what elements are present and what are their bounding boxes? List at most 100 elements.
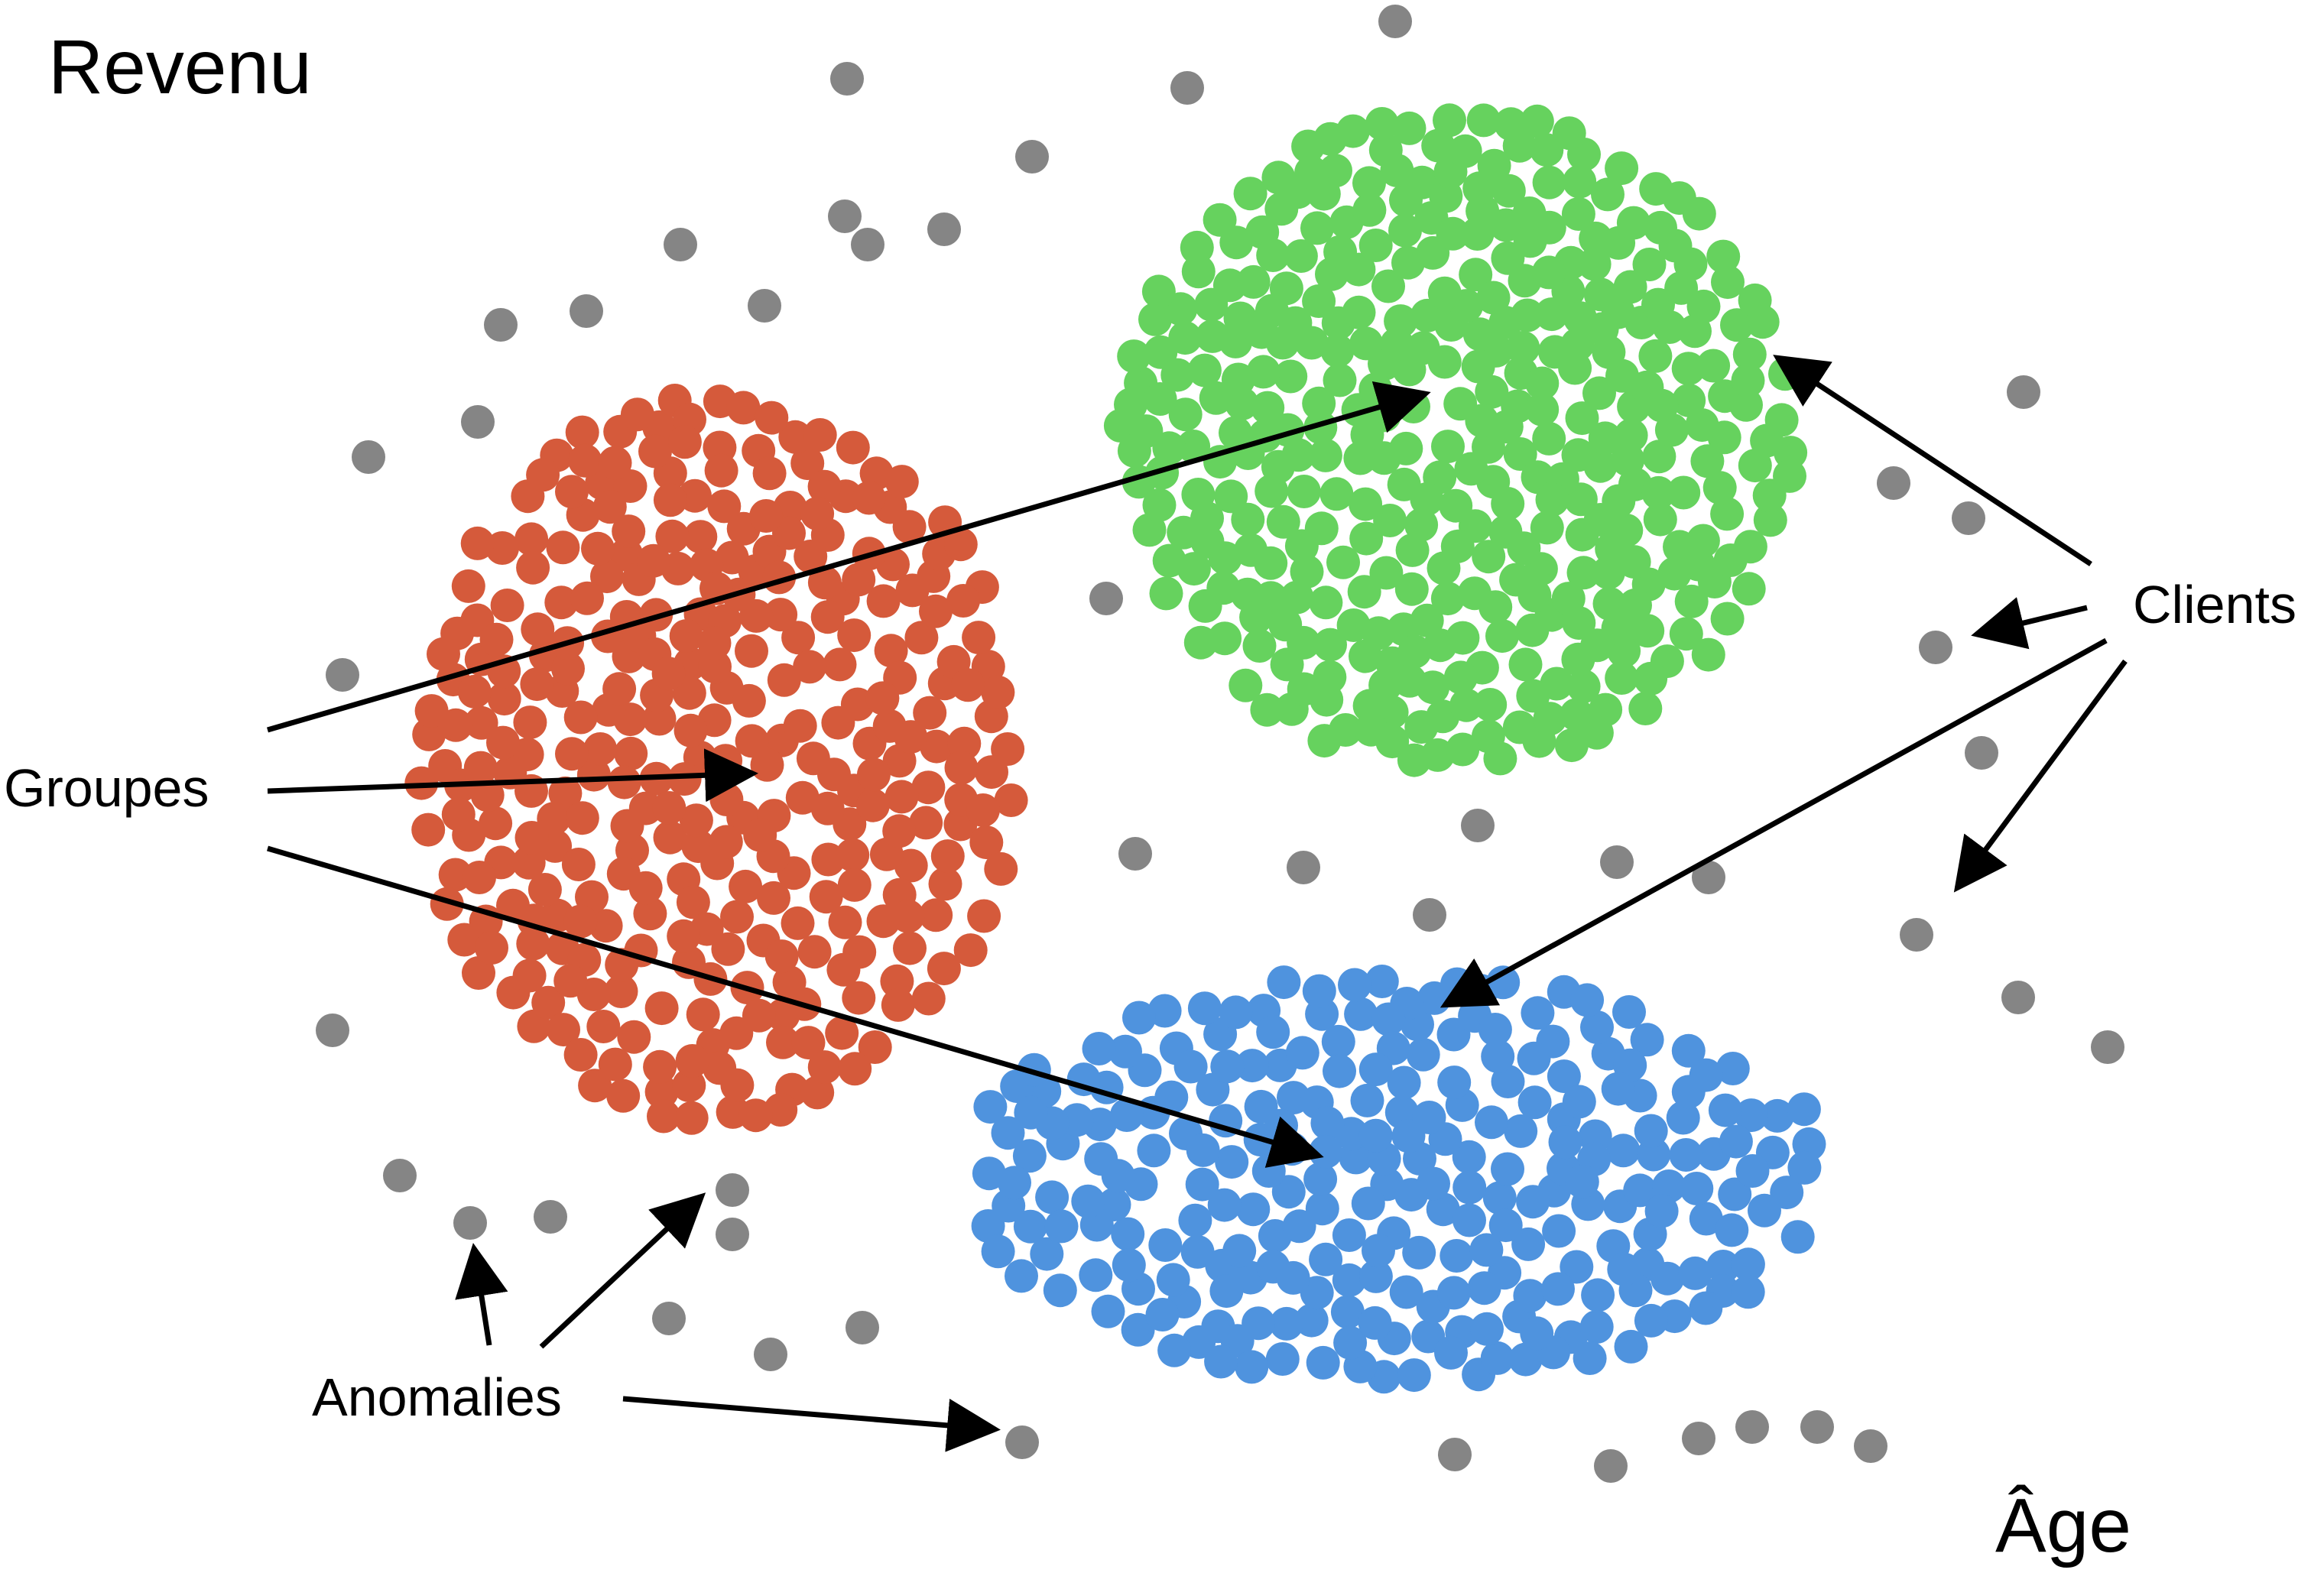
cluster-green-point <box>1657 556 1692 591</box>
cluster-red-points <box>404 384 1028 1135</box>
cluster-green-point <box>1440 529 1475 563</box>
cluster-blue-point <box>1715 1213 1749 1247</box>
cluster-green-point <box>1196 319 1229 353</box>
cluster-blue-point <box>1475 1105 1508 1140</box>
cluster-red-point <box>927 952 961 986</box>
cluster-blue-point <box>1565 1165 1599 1199</box>
cluster-green-point <box>1618 588 1652 622</box>
cluster-green-point <box>1392 111 1427 145</box>
cluster-green-point <box>1696 349 1731 383</box>
cluster-green-point <box>1347 575 1381 609</box>
cluster-green-point <box>1256 238 1290 272</box>
cluster-green-point <box>1702 471 1737 505</box>
cluster-green-point <box>1643 502 1677 537</box>
anomaly-point <box>1118 837 1152 871</box>
cluster-green-points <box>1103 103 1808 777</box>
cluster-blue-point <box>1547 1059 1581 1094</box>
cluster-green-point <box>1406 331 1440 365</box>
cluster-green-point <box>1773 459 1806 493</box>
annotation-arrows <box>267 355 2128 1452</box>
cluster-red-point <box>667 919 701 953</box>
cluster-green-point <box>1448 134 1482 168</box>
cluster-green-point <box>1616 206 1650 240</box>
cluster-green-point <box>1485 619 1519 654</box>
cluster-blue-point <box>1570 983 1605 1017</box>
cluster-green-point <box>1634 661 1668 696</box>
cluster-green-point <box>1511 298 1544 332</box>
cluster-blue-point <box>1187 991 1222 1026</box>
cluster-blue-point <box>1271 1175 1306 1209</box>
cluster-blue-point <box>1541 1272 1575 1306</box>
anomaly-point <box>828 199 862 233</box>
annotation-groupes: Groupes <box>4 758 209 818</box>
cluster-green-point <box>1266 504 1300 539</box>
cluster-green-point <box>1219 416 1252 450</box>
arrow-clients-to-green <box>1773 355 2092 566</box>
cluster-red-point <box>913 696 947 730</box>
cluster-green-point <box>1591 177 1625 212</box>
anomaly-point <box>664 228 697 261</box>
cluster-blue-point <box>1035 1180 1069 1215</box>
cluster-green-point <box>1579 221 1613 255</box>
cluster-blue-point <box>1145 1298 1180 1331</box>
cluster-green-point <box>1475 375 1509 409</box>
cluster-blue-point <box>1634 1303 1668 1338</box>
cluster-green-point <box>1278 306 1313 340</box>
cluster-red-point <box>614 736 648 770</box>
cluster-blue-point <box>1669 1138 1703 1172</box>
cluster-blue-point <box>1269 1306 1303 1341</box>
cluster-green-point <box>1373 504 1407 537</box>
anomaly-point <box>716 1218 749 1251</box>
anomaly-point <box>1015 140 1049 174</box>
cluster-blue-point <box>1406 1037 1440 1072</box>
cluster-blue-point <box>1437 1065 1472 1100</box>
cluster-green-point <box>1307 724 1342 758</box>
arrow-groupes-to-red <box>267 748 758 803</box>
cluster-green-point <box>1251 391 1285 425</box>
cluster-red-point <box>855 788 890 822</box>
cluster-red-point <box>516 926 550 961</box>
cluster-green-point <box>1491 174 1526 208</box>
cluster-red-point <box>836 430 870 465</box>
cluster-blue-point <box>1508 1342 1543 1377</box>
cluster-red-point <box>427 637 460 671</box>
cluster-red-point <box>865 681 900 715</box>
anomaly-point <box>2007 375 2040 409</box>
cluster-blue-point <box>998 1166 1031 1200</box>
cluster-red-point <box>697 626 732 660</box>
cluster-green-point <box>1729 388 1763 422</box>
cluster-blue-point <box>1157 1333 1192 1367</box>
cluster-red-point <box>858 1030 892 1064</box>
cluster-green-point <box>1686 524 1720 558</box>
cluster-red-point <box>652 791 686 825</box>
cluster-blue-point <box>1303 1162 1338 1196</box>
cluster-red-point <box>842 981 876 1015</box>
cluster-red-point <box>966 793 1000 827</box>
cluster-green-point <box>1686 289 1721 323</box>
cluster-green-point <box>1177 552 1211 586</box>
cluster-green-point <box>1710 497 1745 531</box>
cluster-blue-point <box>1580 1010 1614 1044</box>
cluster-blue-point <box>1452 1140 1486 1174</box>
cluster-green-point <box>1517 579 1552 613</box>
cluster-blue-point <box>1469 1233 1504 1267</box>
cluster-green-point <box>1561 438 1595 472</box>
cluster-red-point <box>514 522 549 556</box>
cluster-red-point <box>589 909 623 943</box>
cluster-red-point <box>823 647 857 682</box>
cluster-green-point <box>1566 556 1601 590</box>
cluster-green-point <box>1304 511 1339 546</box>
cluster-green-point <box>1443 660 1478 695</box>
cluster-green-point <box>1577 247 1612 281</box>
cluster-green-point <box>1732 572 1766 606</box>
cluster-blue-point <box>1606 1134 1641 1168</box>
anomaly-point <box>748 289 781 323</box>
cluster-green-point <box>1168 397 1203 432</box>
cluster-green-point <box>1229 668 1263 702</box>
cluster-red-point <box>893 931 927 965</box>
cluster-blue-point <box>1680 1172 1714 1205</box>
cluster-blue-point <box>1488 1208 1523 1243</box>
cluster-blue-point <box>1112 1248 1146 1283</box>
cluster-red-point <box>904 621 939 655</box>
cluster-red-point <box>638 434 672 469</box>
